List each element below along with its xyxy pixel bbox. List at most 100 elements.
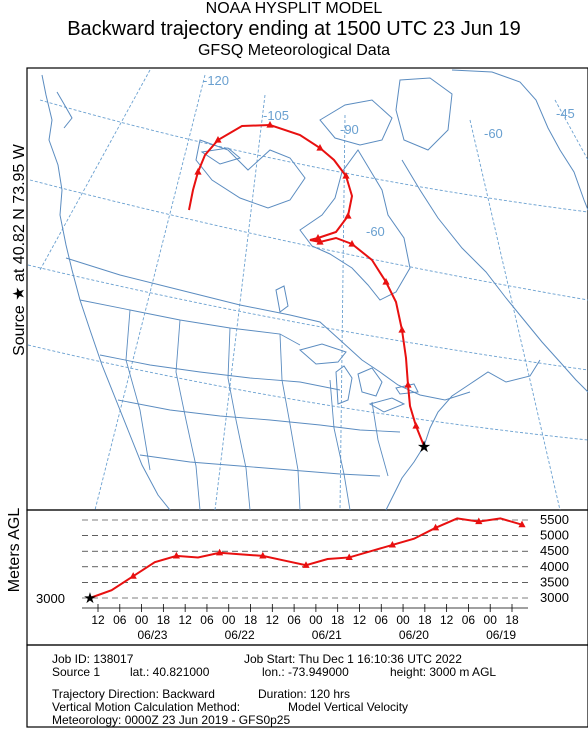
duration: Duration: 120 hrs [258, 687, 351, 701]
time-tick-label: 00 [135, 613, 149, 627]
time-tick-label: 00 [309, 613, 323, 627]
coastline [395, 77, 453, 151]
source-lat: lat.: 40.821000 [130, 665, 210, 679]
trajectory-direction: Trajectory Direction: Backward [52, 687, 215, 701]
source-location-label: Source ★ at 40.82 N 73.95 W [11, 144, 28, 356]
lake [357, 367, 383, 397]
lake [298, 343, 347, 365]
height-tick-label: 5000 [540, 528, 569, 543]
longitude-label: -90 [340, 122, 359, 137]
vertical-method-label: Vertical Motion Calculation Method: [52, 700, 241, 714]
height-point [475, 517, 483, 525]
border [139, 454, 381, 477]
trajectory-markers [194, 121, 420, 429]
trajectory-marker [398, 326, 406, 333]
time-tick-label: 12 [353, 613, 367, 627]
coastline [401, 159, 588, 393]
time-tick-label: 06 [113, 613, 127, 627]
time-tick-label: 12 [440, 613, 454, 627]
time-tick-label: 06 [462, 613, 476, 627]
time-tick-label: 06 [287, 613, 301, 627]
date-label: 06/22 [225, 628, 255, 642]
border [175, 319, 201, 511]
height-point [518, 520, 526, 528]
info-frame [26, 644, 588, 728]
trajectory-marker [194, 168, 202, 175]
longitude-gridline [469, 119, 561, 511]
height-point [388, 540, 396, 548]
height-tick-label: 3500 [540, 574, 569, 589]
time-tick-label: 00 [396, 613, 410, 627]
height-point [172, 551, 180, 559]
trajectory-line [188, 123, 425, 447]
time-tick-label: 18 [418, 613, 432, 627]
height-axis-label: Meters AGL [6, 507, 23, 593]
trajectory-marker [344, 212, 352, 219]
latitude-gridline [39, 99, 588, 213]
time-tick-label: 12 [178, 613, 192, 627]
latitude-gridline [27, 344, 588, 441]
time-tick-label: 12 [266, 613, 280, 627]
date-label: 06/20 [399, 628, 429, 642]
coastline [319, 99, 393, 146]
job-id: Job ID: 138017 [52, 652, 134, 666]
border [371, 401, 389, 477]
trajectory-marker [404, 381, 412, 388]
coastline [385, 359, 541, 511]
border [279, 333, 301, 511]
longitude-gridline [214, 94, 266, 511]
job-start: Job Start: Thu Dec 1 16:10:36 UTC 2022 [244, 652, 462, 666]
trajectory-marker [214, 136, 222, 143]
lake [368, 397, 406, 413]
border [99, 354, 341, 391]
height-point [259, 551, 267, 559]
map-frame [26, 67, 588, 511]
coastline [451, 69, 588, 211]
time-tick-label: 18 [244, 613, 258, 627]
source-id: Source 1 [52, 665, 101, 679]
longitude-label: -105 [263, 108, 289, 123]
time-tick-label: 06 [200, 613, 214, 627]
longitude-gridline [554, 99, 588, 161]
height-point [129, 572, 137, 579]
coastline [56, 91, 73, 129]
time-tick-label: 06 [375, 613, 389, 627]
meteorology-title: GFSQ Meteorological Data [197, 42, 391, 59]
border [117, 399, 401, 433]
lake [275, 285, 289, 313]
trajectory-marker [348, 240, 356, 247]
time-tick-label: 00 [484, 613, 498, 627]
source-lon: lon.: -73.949000 [262, 665, 349, 679]
trajectory-marker [316, 238, 324, 245]
time-tick-label: 18 [331, 613, 345, 627]
meteorology: Meteorology: 0000Z 23 Jun 2019 - GFS0p25 [52, 713, 291, 727]
height-tick-label: 4500 [540, 543, 569, 558]
trajectory-marker [412, 422, 420, 429]
time-tick-label: 18 [157, 613, 171, 627]
source-star: ★ [417, 437, 431, 456]
trajectory-marker [316, 144, 324, 151]
vertical-method-value: Model Vertical Velocity [288, 700, 409, 714]
map-area: -120 -105 -90 -60 -45 -60 ★ [27, 69, 588, 511]
source-height: height: 3000 m AGL [390, 665, 497, 679]
height-tick-label: 4000 [540, 559, 569, 574]
trajectory-marker [266, 121, 274, 128]
height-point [302, 561, 310, 568]
date-label: 06/19 [486, 628, 516, 642]
lake [200, 147, 242, 165]
longitude-gridline [39, 69, 151, 271]
time-tick-label: 12 [91, 613, 105, 627]
coastline [41, 74, 171, 511]
border [125, 309, 151, 471]
lake [335, 365, 353, 405]
height-frame [26, 509, 588, 646]
coastline [299, 149, 411, 301]
height-series-line [89, 517, 523, 599]
trajectory-title: Backward trajectory ending at 1500 UTC 2… [67, 18, 521, 40]
longitude-label: -120 [203, 73, 229, 88]
border [329, 379, 351, 511]
longitude-label: -60 [366, 224, 385, 239]
source-star-marker: ★ [83, 589, 96, 607]
